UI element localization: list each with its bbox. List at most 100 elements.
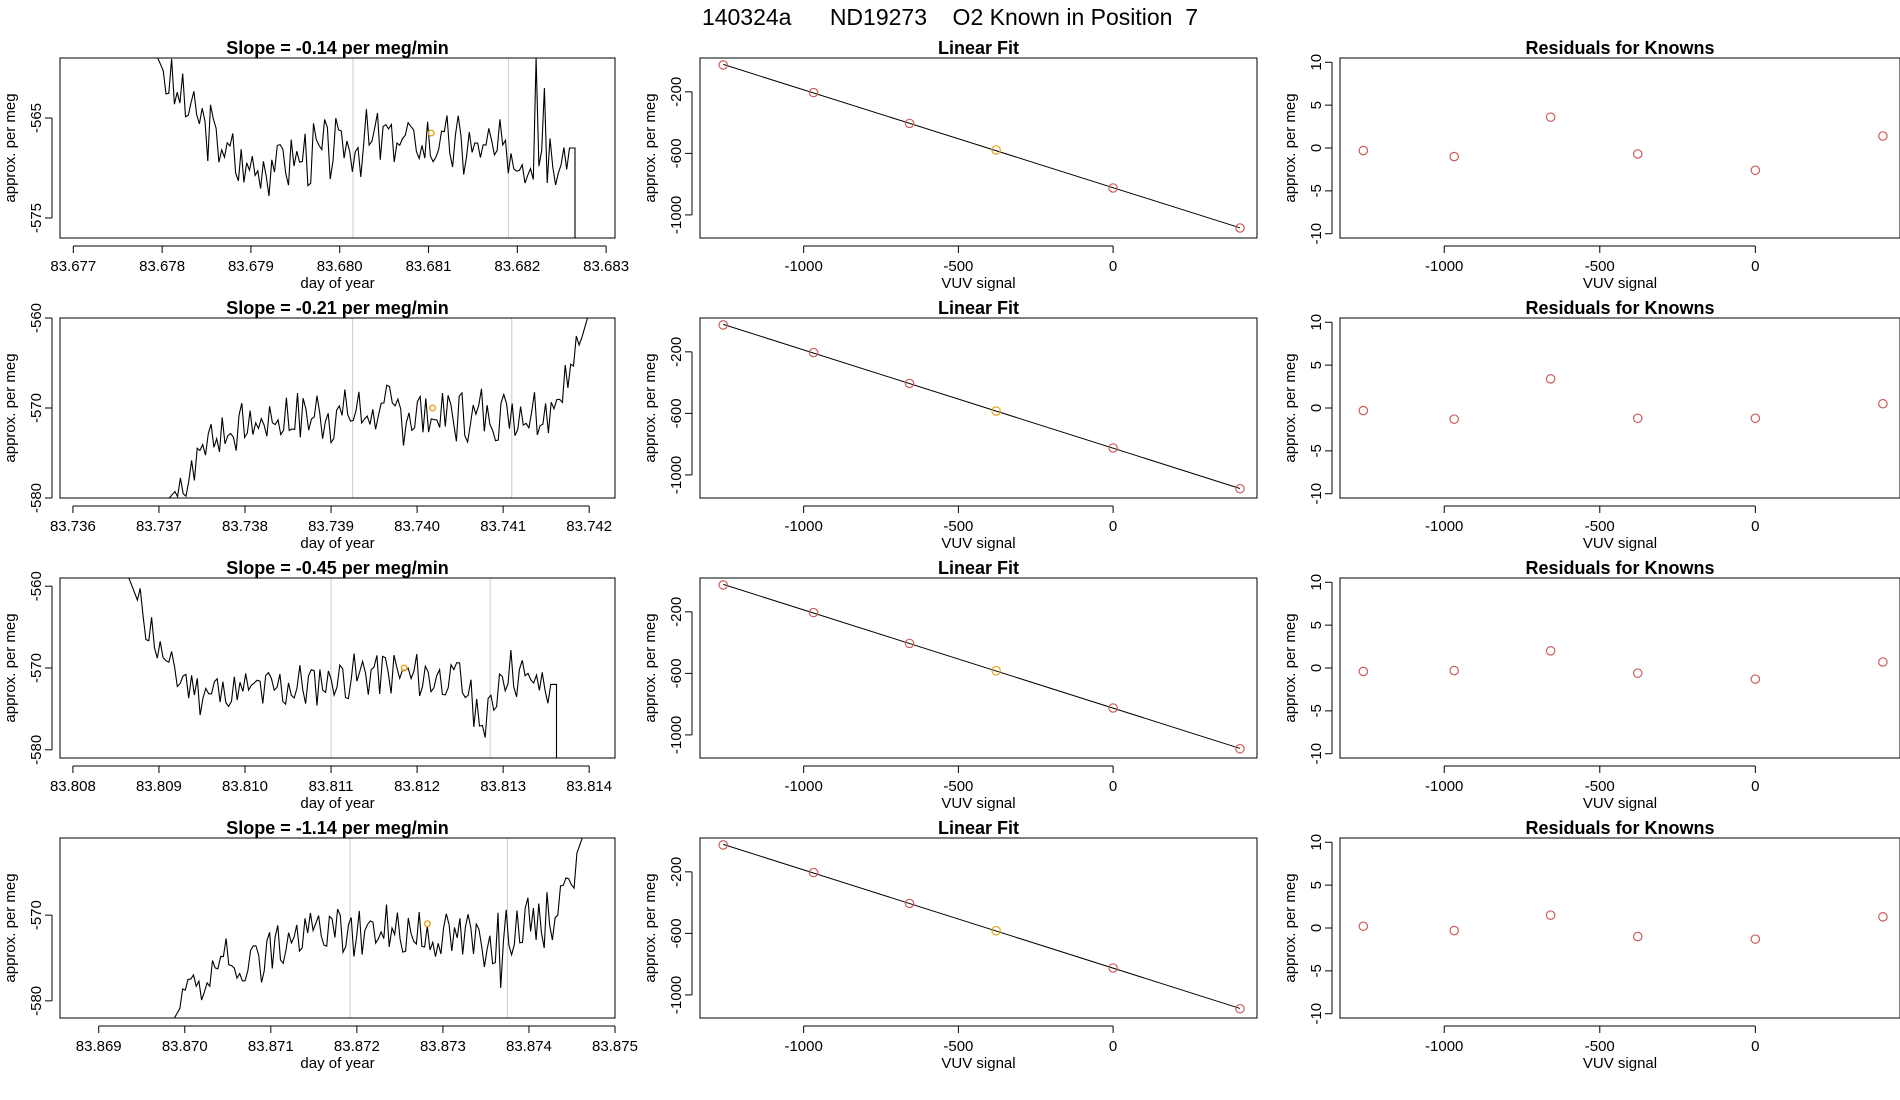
- x-tick-label: 0: [1751, 778, 1759, 795]
- data-point: [1358, 666, 1369, 677]
- panel-2-2: Residuals for Knowns -1000 -500 0 VUV signal…: [1282, 558, 1900, 812]
- data-point: [904, 898, 915, 909]
- panel-0-1: Linear Fit -1000 -500 0 VUV signal -1000 -600 -…: [642, 38, 1258, 292]
- y-tick-label: -10: [1308, 1003, 1325, 1025]
- plot-frame: [699, 57, 1258, 239]
- data-point: [1358, 921, 1369, 932]
- x-tick-label: -1000: [1425, 258, 1463, 275]
- data-point: [1108, 443, 1118, 453]
- x-tick-label: 83.742: [566, 518, 612, 535]
- x-tick-label: 83.737: [136, 518, 182, 535]
- x-tick-label: 83.872: [334, 1038, 380, 1055]
- y-axis-label: approx. per meg: [1282, 353, 1299, 462]
- panel-0-0: Slope = -0.14 per meg/min 83.677 83.678 83.…: [2, 38, 629, 292]
- y-tick-label: -1000: [668, 716, 685, 754]
- y-tick-label: -1000: [668, 976, 685, 1014]
- y-tick-label: -5: [1308, 184, 1325, 197]
- y-tick-label: -200: [668, 597, 685, 627]
- data-point: [1358, 405, 1369, 416]
- data-point: [1358, 145, 1369, 156]
- x-axis-label: day of year: [300, 795, 374, 812]
- data-point: [1545, 910, 1556, 920]
- x-tick-label: 83.739: [308, 518, 354, 535]
- data-point: [904, 118, 915, 129]
- x-axis-label: day of year: [300, 275, 374, 292]
- x-tick-label: 83.873: [420, 1038, 466, 1055]
- panel-title: Slope = -0.45 per meg/min: [226, 558, 449, 578]
- data-point: [991, 406, 1001, 416]
- plot-frame: [1339, 577, 1900, 759]
- data-point: [1449, 151, 1459, 162]
- y-tick-label: -200: [668, 77, 685, 107]
- signal-trace: [173, 838, 583, 1018]
- data-point: [718, 320, 729, 330]
- x-tick-label: 0: [1109, 1038, 1117, 1055]
- data-point: [1750, 934, 1761, 944]
- fit-line: [723, 583, 1241, 749]
- y-tick-label: 0: [1308, 404, 1325, 412]
- sample-marker: [423, 920, 431, 928]
- y-axis-label: approx. per meg: [2, 873, 19, 982]
- x-tick-label: -500: [1585, 1038, 1615, 1055]
- panel-title: Slope = -1.14 per meg/min: [226, 818, 449, 838]
- x-axis-label: VUV signal: [1583, 535, 1657, 552]
- data-point: [808, 87, 819, 98]
- y-tick-label: -200: [668, 337, 685, 367]
- data-point: [1235, 1003, 1245, 1014]
- y-tick-label: -570: [28, 900, 45, 930]
- y-axis-label: approx. per meg: [2, 353, 19, 462]
- y-tick-label: -570: [28, 653, 45, 683]
- data-point: [1108, 183, 1118, 193]
- y-tick-label: -5: [1308, 964, 1325, 977]
- data-point: [1632, 413, 1643, 424]
- data-point: [991, 145, 1001, 155]
- y-tick-label: -1000: [668, 456, 685, 494]
- x-tick-label: -500: [1585, 518, 1615, 535]
- panel-0-2: Residuals for Knowns -1000 -500 0 VUV signal…: [1282, 38, 1900, 292]
- panel-3-0: Slope = -1.14 per meg/min 83.869 83.870 83.…: [2, 818, 638, 1072]
- y-tick-label: -1000: [668, 196, 685, 234]
- x-axis-label: day of year: [300, 535, 374, 552]
- x-tick-label: 83.871: [248, 1038, 294, 1055]
- sample-marker: [427, 129, 435, 137]
- panel-title: Slope = -0.14 per meg/min: [226, 38, 449, 58]
- x-tick-label: 83.740: [394, 518, 440, 535]
- panel-title: Linear Fit: [938, 818, 1019, 838]
- x-tick-label: -1000: [784, 778, 822, 795]
- data-point: [1750, 674, 1761, 684]
- x-tick-label: -500: [943, 518, 973, 535]
- y-tick-label: 0: [1308, 664, 1325, 672]
- x-tick-label: 83.811: [309, 778, 354, 795]
- x-tick-label: 0: [1751, 258, 1759, 275]
- y-tick-label: -200: [668, 857, 685, 887]
- x-axis-label: VUV signal: [1583, 1055, 1657, 1072]
- plot-frame: [699, 577, 1258, 759]
- y-tick-label: 0: [1308, 924, 1325, 932]
- y-tick-label: -580: [28, 735, 45, 765]
- y-tick-label: -580: [28, 986, 45, 1016]
- x-tick-label: 0: [1751, 1038, 1759, 1055]
- y-axis-label: approx. per meg: [1282, 613, 1299, 722]
- panel-title: Slope = -0.21 per meg/min: [226, 298, 449, 318]
- data-point: [808, 867, 819, 878]
- x-tick-label: 0: [1109, 518, 1117, 535]
- x-tick-label: 83.738: [222, 518, 268, 535]
- plot-frame: [1339, 57, 1900, 239]
- y-axis-label: approx. per meg: [1282, 873, 1299, 982]
- x-tick-label: 83.814: [566, 778, 612, 795]
- plot-frame: [1339, 317, 1900, 499]
- x-tick-label: -500: [943, 258, 973, 275]
- panel-title: Residuals for Knowns: [1525, 558, 1714, 578]
- x-tick-label: 83.875: [592, 1038, 638, 1055]
- x-tick-label: 83.680: [317, 258, 363, 275]
- y-tick-label: -600: [668, 138, 685, 168]
- plot-frame: [59, 57, 616, 239]
- data-point: [1878, 131, 1888, 141]
- y-tick-label: -570: [28, 393, 45, 423]
- x-tick-label: 83.809: [136, 778, 182, 795]
- x-tick-label: 83.678: [139, 258, 185, 275]
- x-tick-label: 83.874: [506, 1038, 552, 1055]
- x-tick-label: 83.870: [162, 1038, 208, 1055]
- data-point: [1235, 743, 1245, 754]
- y-tick-label: -560: [28, 571, 45, 601]
